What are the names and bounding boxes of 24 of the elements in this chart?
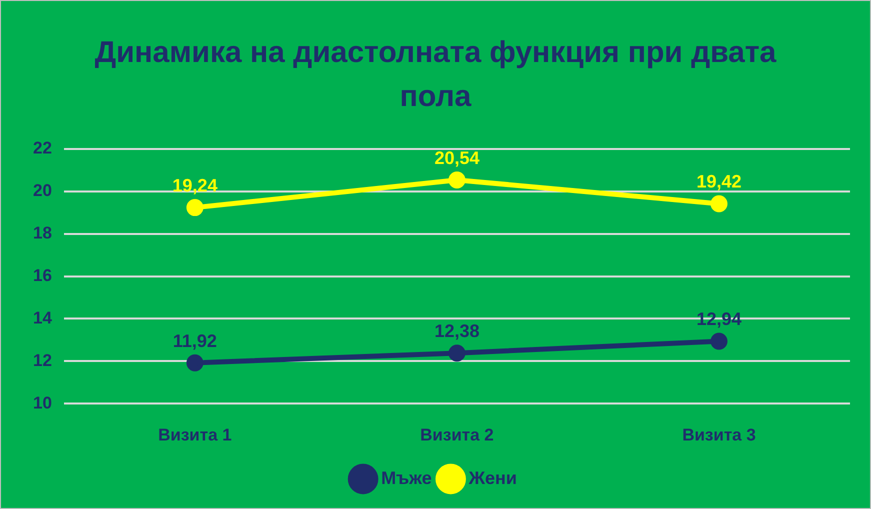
data-label: 19,24 xyxy=(172,176,218,196)
x-tick-label: Визита 2 xyxy=(420,425,494,444)
legend-label: Мъже xyxy=(381,468,432,488)
x-tick-label: Визита 1 xyxy=(158,425,232,444)
data-label: 20,54 xyxy=(434,148,480,168)
point xyxy=(448,344,466,362)
legend-label: Жени xyxy=(468,468,517,488)
y-tick-label: 22 xyxy=(32,138,52,158)
point xyxy=(710,195,728,212)
y-tick-label: 12 xyxy=(32,350,52,370)
y-tick-label: 18 xyxy=(32,224,52,243)
y-tick-label: 14 xyxy=(32,308,52,328)
point xyxy=(186,199,204,216)
y-tick-label: 20 xyxy=(32,181,52,200)
point xyxy=(448,171,466,188)
y-tick-label: 16 xyxy=(32,266,52,285)
x-tick-label: Визита 3 xyxy=(682,425,756,444)
point xyxy=(710,332,728,350)
data-label: 12,38 xyxy=(434,321,480,342)
y-tick-label: 10 xyxy=(32,393,52,412)
data-label: 11,92 xyxy=(172,330,217,351)
point xyxy=(186,354,204,372)
chart-title: Динамика на диастолната функция при двата пола xyxy=(94,35,778,115)
data-label: 19,42 xyxy=(696,172,742,192)
